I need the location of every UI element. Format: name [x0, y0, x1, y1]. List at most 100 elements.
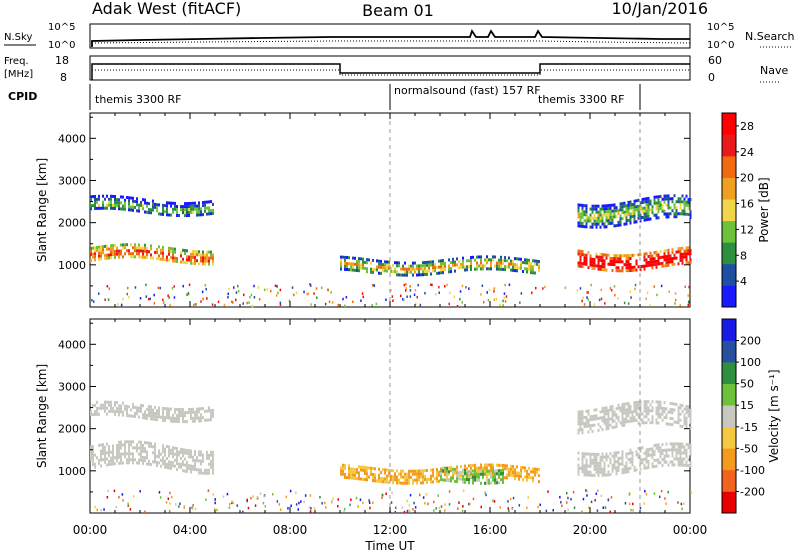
echo-cell: [144, 410, 146, 414]
echo-cell: [138, 406, 140, 410]
echo-cell: [506, 259, 508, 263]
echo-cell: [589, 470, 592, 474]
near-range-speckle: [362, 295, 364, 299]
echo-cell: [364, 266, 366, 270]
echo-cell: [464, 471, 466, 475]
echo-cell: [639, 207, 642, 211]
echo-cell: [581, 452, 584, 456]
echo-cell: [623, 417, 626, 421]
echo-cell: [577, 215, 580, 219]
near-range-speckle: [107, 298, 110, 301]
echo-cell: [593, 458, 596, 462]
colorbar-swatch: [722, 177, 736, 200]
echo-cell: [432, 269, 434, 273]
echo-cell: [500, 264, 502, 268]
echo-cell: [188, 408, 190, 411]
echo-cell: [162, 462, 164, 466]
echo-cell: [675, 454, 678, 458]
echo-cell: [462, 265, 464, 269]
near-range-speckle: [325, 506, 327, 509]
echo-cell: [112, 453, 114, 457]
echo-cell: [354, 470, 356, 474]
echo-cell: [647, 412, 650, 416]
near-range-speckle: [214, 498, 216, 501]
echo-cell: [597, 216, 600, 220]
echo-cell: [176, 414, 178, 417]
echo-cell: [162, 251, 164, 255]
near-range-speckle: [330, 501, 333, 504]
nave-trace: [92, 69, 690, 76]
echo-cell: [685, 442, 688, 446]
near-range-speckle: [415, 302, 417, 306]
echo-cell: [679, 463, 682, 467]
echo-cell: [468, 470, 470, 474]
near-range-speckle: [413, 293, 416, 296]
colorbar-tick-label: 50: [740, 378, 754, 391]
echo-cell: [599, 455, 602, 459]
echo-cell: [472, 255, 474, 259]
echo-cell: [446, 466, 448, 470]
echo-cell: [210, 462, 212, 466]
echo-cell: [162, 406, 164, 410]
near-range-speckle: [214, 501, 216, 505]
echo-cell: [480, 258, 482, 262]
echo-cell: [444, 470, 446, 473]
echo-cell: [208, 250, 210, 254]
echo-cell: [611, 408, 614, 412]
echo-cell: [599, 252, 602, 256]
echo-cell: [118, 407, 120, 411]
echo-cell: [474, 267, 476, 271]
echo-cell: [200, 471, 202, 475]
echo-cell: [494, 255, 496, 259]
time-axis-ticks: 00:00 04:00 08:00 12:00 16:00 20:00 00:00: [73, 523, 708, 537]
echo-cell: [679, 200, 682, 204]
echo-cell: [120, 458, 122, 462]
echo-cell: [128, 455, 130, 459]
near-range-speckle: [461, 284, 464, 288]
echo-cell: [188, 205, 190, 208]
echo-cell: [364, 469, 366, 472]
echo-cell: [386, 266, 388, 270]
echo-cell: [194, 207, 196, 211]
echo-cell: [204, 471, 206, 475]
echo-cell: [506, 467, 508, 471]
echo-cell: [577, 264, 580, 268]
echo-cell: [392, 264, 394, 268]
echo-cell: [601, 253, 604, 257]
echo-cell: [196, 204, 198, 208]
echo-cell: [360, 257, 362, 261]
echo-cell: [380, 480, 382, 483]
echo-cell: [599, 467, 602, 471]
echo-cell: [466, 478, 468, 482]
echo-cell: [154, 460, 156, 464]
echo-cell: [110, 206, 112, 210]
near-range-speckle: [321, 502, 323, 505]
echo-cell: [585, 409, 588, 413]
echo-cell: [496, 478, 498, 482]
echo-cell: [348, 476, 350, 480]
echo-cell: [621, 471, 624, 475]
echo-cell: [106, 412, 108, 416]
echo-cell: [448, 472, 450, 476]
near-range-speckle: [409, 493, 412, 497]
echo-cell: [643, 197, 646, 201]
echo-cell: [514, 269, 516, 273]
echo-cell: [190, 410, 192, 414]
echo-cell: [659, 207, 662, 210]
echo-cell: [629, 466, 632, 470]
echo-cell: [460, 262, 462, 266]
near-range-speckle: [527, 496, 529, 499]
echo-cell: [621, 418, 624, 421]
echo-cell: [615, 422, 618, 426]
echo-cell: [641, 458, 644, 462]
echo-cell: [462, 256, 464, 260]
near-range-speckle: [610, 496, 613, 499]
echo-cell: [188, 464, 190, 468]
echo-cell: [673, 194, 676, 198]
echo-cell: [528, 261, 530, 265]
near-range-speckle: [542, 287, 544, 290]
echo-cell: [176, 456, 178, 460]
echo-cell: [194, 468, 196, 471]
echo-cell: [627, 408, 630, 411]
near-range-speckle: [324, 302, 327, 306]
